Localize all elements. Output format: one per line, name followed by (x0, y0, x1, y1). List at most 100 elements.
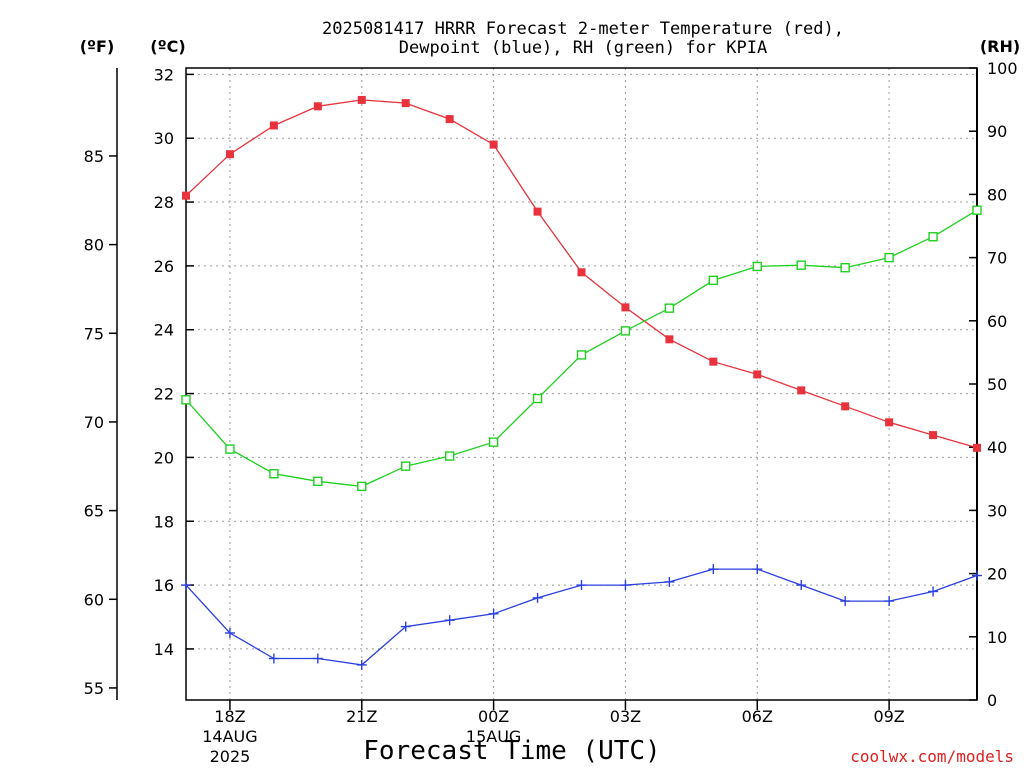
celsius-axis: 14 16 18 20 22 24 26 28 30 32 (154, 65, 194, 659)
time-tick-label: 09Z (873, 707, 904, 726)
celsius-tick-label: 28 (154, 193, 174, 212)
rh-point (620, 326, 631, 336)
dewpoint-point (181, 580, 191, 591)
temperature-point (797, 386, 806, 395)
rh-point (884, 252, 894, 263)
dewpoint-point (884, 596, 895, 607)
rh-point (576, 350, 587, 360)
dewpoint-point (268, 653, 279, 664)
dewpoint-point (488, 608, 499, 619)
temperature-point (841, 402, 850, 411)
rh-line (185, 209, 978, 488)
dewpoint-point (972, 570, 982, 581)
temperature-point (621, 303, 630, 312)
rh-point (708, 275, 719, 286)
dewpoint-point (796, 580, 807, 591)
celsius-tick-label: 30 (154, 129, 174, 148)
celsius-tick-label: 16 (154, 576, 174, 595)
fahrenheit-tick-label: 65 (84, 502, 104, 521)
temperature-point (357, 95, 366, 104)
temperature-point (929, 431, 938, 440)
time-tick-label: 00Z (478, 707, 509, 726)
date-label: 15AUG (466, 727, 521, 746)
temperature-point (665, 335, 674, 344)
temperature-point (533, 207, 542, 216)
rh-tick-label: 90 (987, 122, 1007, 141)
celsius-tick-label: 32 (154, 65, 174, 84)
temperature-point (269, 121, 278, 130)
fahrenheit-tick-label: 80 (84, 236, 104, 255)
rh-tick-label: 20 (987, 565, 1007, 584)
date-label: 14AUG (202, 727, 257, 746)
rh-point (225, 444, 235, 454)
rh-point (488, 437, 499, 447)
source-credit: coolwx.com/models (850, 747, 1014, 766)
rh-point (357, 481, 367, 492)
temperature-series (182, 95, 981, 452)
chart-title-line2: Dewpoint (blue), RH (green) for KPIA (399, 38, 767, 58)
dewpoint-point (664, 576, 675, 587)
temperature-point (973, 443, 981, 452)
dewpoint-point (312, 653, 323, 664)
celsius-tick-label: 18 (154, 512, 174, 531)
temperature-point (709, 357, 718, 366)
series-layer (181, 95, 982, 670)
fahrenheit-tick-label: 55 (84, 679, 104, 698)
rh-tick-label: 30 (987, 501, 1007, 520)
plot-area-frame (185, 67, 978, 701)
dewpoint-series (181, 564, 982, 670)
fahrenheit-tick-label: 85 (84, 147, 104, 166)
celsius-tick-label: 20 (154, 448, 174, 467)
rh-point (444, 451, 455, 461)
grid-lines (186, 68, 977, 700)
dewpoint-point (400, 621, 411, 632)
temperature-point (489, 140, 498, 149)
time-tick-label: 06Z (742, 707, 773, 726)
rh-axis: 0 10 20 30 40 50 60 70 80 90 100 (969, 59, 1018, 710)
dewpoint-point (708, 564, 719, 575)
fahrenheit-axis: 55 60 65 70 75 80 85 (84, 147, 117, 698)
celsius-tick-label: 14 (154, 640, 174, 659)
fahrenheit-tick-label: 70 (84, 413, 104, 432)
fahrenheit-unit-label: (ºF) (80, 37, 115, 56)
celsius-tick-label: 26 (154, 257, 174, 276)
rh-tick-label: 70 (987, 249, 1007, 268)
temperature-point (445, 115, 454, 124)
dewpoint-point (576, 580, 587, 591)
rh-tick-label: 50 (987, 375, 1007, 394)
fahrenheit-tick-label: 60 (84, 590, 104, 609)
dewpoint-point (356, 659, 367, 670)
chart-title-line1: 2025081417 HRRR Forecast 2-meter Tempera… (322, 19, 844, 39)
dewpoint-point (620, 580, 631, 591)
fahrenheit-tick-label: 75 (84, 324, 104, 343)
celsius-tick-label: 24 (154, 321, 174, 340)
rh-point (532, 393, 543, 404)
rh-tick-label: 0 (987, 691, 997, 710)
celsius-tick-label: 22 (154, 385, 174, 404)
dewpoint-point (840, 596, 851, 607)
rh-point (796, 260, 806, 270)
temperature-point (225, 150, 234, 159)
rh-point (972, 205, 982, 215)
rh-point (269, 469, 279, 479)
time-tick-label: 18Z (214, 707, 245, 726)
rh-unit-label: (RH) (980, 37, 1020, 56)
rh-tick-label: 80 (987, 185, 1007, 204)
rh-point (313, 476, 323, 487)
rh-point (664, 303, 675, 313)
dewpoint-point (752, 564, 763, 575)
rh-series (181, 205, 982, 492)
dewpoint-point (224, 627, 235, 638)
celsius-unit-label: (ºC) (150, 37, 185, 56)
temperature-point (753, 370, 762, 379)
temperature-point (885, 418, 894, 427)
rh-tick-label: 60 (987, 312, 1007, 331)
temperature-point (313, 102, 322, 111)
rh-point (181, 395, 191, 405)
rh-point (840, 263, 850, 273)
dewpoint-point (444, 615, 455, 626)
rh-point (752, 261, 762, 272)
year-label: 2025 (210, 747, 251, 766)
